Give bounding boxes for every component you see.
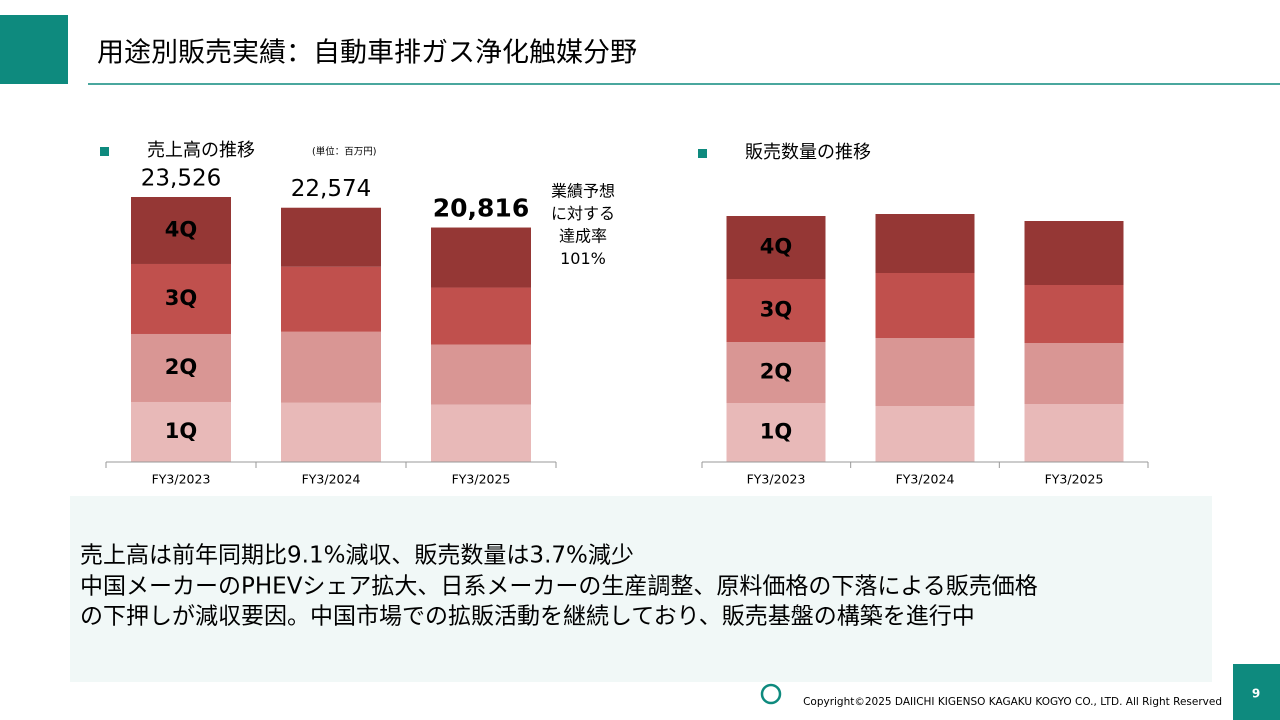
bar-segment: [726, 216, 826, 279]
segment-label: 1Q: [760, 420, 792, 444]
bar-segment: [131, 263, 231, 334]
x-tick-label: FY3/2025: [452, 472, 511, 487]
bar-segment: [431, 287, 531, 345]
chart-title: 売上高の推移: [147, 140, 255, 161]
bar-segment: [875, 406, 975, 462]
total-label: 23,526: [141, 166, 221, 192]
bar-segment: [1024, 285, 1124, 343]
header-block: [0, 15, 68, 84]
segment-label: 2Q: [165, 355, 197, 379]
summary-line: 売上高は前年同期比9.1%減収、販売数量は3.7%減少: [80, 543, 634, 569]
bar-segment: [281, 331, 381, 403]
bar-segment: [1024, 221, 1124, 285]
bar-segment: [1024, 404, 1124, 462]
bar-segment: [726, 403, 826, 462]
segment-label: 2Q: [760, 360, 792, 384]
segment-label: 3Q: [760, 298, 792, 322]
summary-line: の下押しが減収要因。中国市場での拡販活動を継続しており、販売基盤の構築を進行中: [80, 604, 975, 630]
x-tick-label: FY3/2025: [1045, 472, 1104, 487]
x-tick-label: FY3/2023: [152, 472, 211, 487]
total-label: 20,816: [433, 194, 529, 223]
bar-segment: [726, 279, 826, 342]
bar-segment: [131, 197, 231, 264]
x-tick-label: FY3/2023: [747, 472, 806, 487]
bar-segment: [431, 227, 531, 288]
bar-segment: [875, 214, 975, 273]
bar-segment: [131, 333, 231, 402]
annotation: 101%: [560, 249, 606, 268]
page-number-box: [1233, 664, 1280, 720]
bar-segment: [281, 402, 381, 462]
slide-title: 用途別販売実績：自動車排ガス浄化触媒分野: [97, 38, 637, 69]
segment-label: 4Q: [760, 235, 792, 259]
bar-segment: [281, 266, 381, 332]
segment-label: 4Q: [165, 217, 197, 241]
bar-segment: [875, 273, 975, 338]
bar-segment: [1024, 343, 1124, 404]
chart-title: 販売数量の推移: [745, 142, 871, 163]
bar-segment: [875, 338, 975, 406]
bar-segment: [281, 207, 381, 267]
logo: [760, 683, 782, 705]
bar-segment: [431, 404, 531, 462]
annotation: に対する: [551, 204, 615, 223]
segment-label: 3Q: [165, 286, 197, 310]
copyright: Copyright©2025 DAIICHI KIGENSO KAGAKU KO…: [803, 696, 1222, 708]
segment-label: 1Q: [165, 419, 197, 443]
unit-label: (単位：百万円): [312, 146, 376, 158]
bar-segment: [726, 342, 826, 403]
bar-segment: [431, 344, 531, 405]
x-tick-label: FY3/2024: [896, 472, 955, 487]
legend-marker: [100, 147, 109, 156]
total-label: 22,574: [291, 176, 371, 202]
summary-line: 中国メーカーのPHEVシェア拡大、日系メーカーの生産調整、原料価格の下落による販…: [80, 574, 1038, 600]
bar-segment: [131, 401, 231, 462]
legend-marker: [698, 149, 707, 158]
x-tick-label: FY3/2024: [302, 472, 361, 487]
annotation: 達成率: [559, 227, 607, 246]
page-number: 9: [1252, 687, 1260, 701]
annotation: 業績予想: [551, 182, 615, 201]
summary-box: [70, 496, 1212, 682]
